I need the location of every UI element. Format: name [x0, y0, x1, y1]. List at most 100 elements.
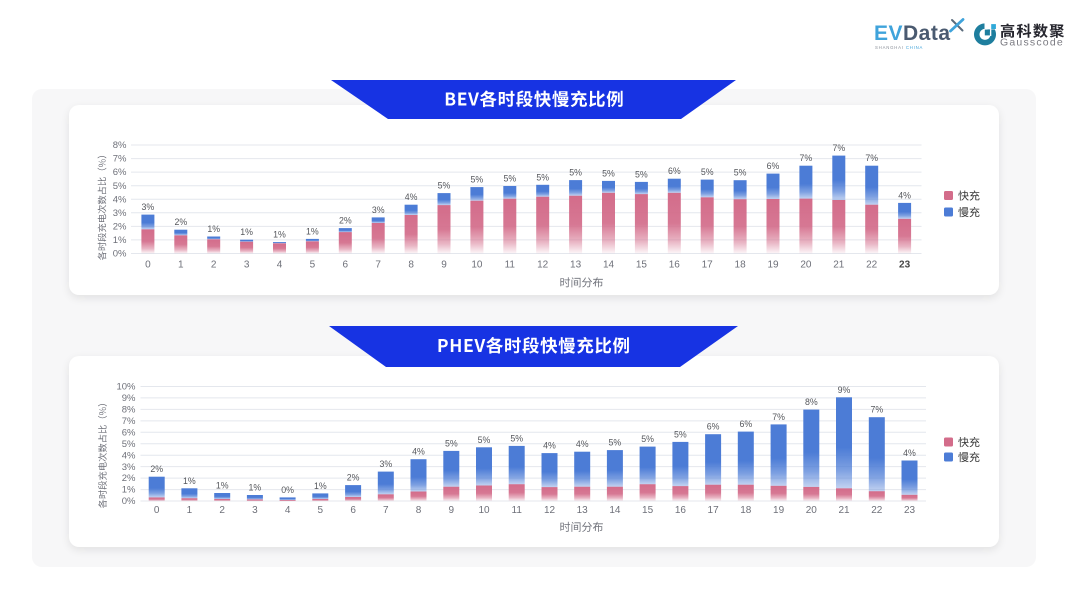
svg-text:2%: 2% [339, 216, 352, 226]
svg-text:12: 12 [537, 260, 549, 271]
svg-text:1%: 1% [273, 230, 286, 240]
svg-text:5%: 5% [569, 168, 582, 178]
svg-text:1%: 1% [113, 235, 127, 246]
svg-text:7: 7 [375, 260, 381, 271]
svg-text:1%: 1% [306, 226, 319, 236]
svg-text:11: 11 [512, 505, 523, 516]
svg-text:6%: 6% [767, 161, 780, 171]
svg-text:4%: 4% [412, 447, 425, 457]
svg-text:3%: 3% [113, 208, 127, 219]
svg-text:7%: 7% [865, 153, 878, 163]
svg-text:1%: 1% [314, 481, 327, 491]
svg-text:7: 7 [383, 505, 389, 516]
svg-text:5%: 5% [609, 438, 622, 448]
svg-text:8%: 8% [113, 140, 127, 151]
svg-text:1%: 1% [207, 224, 220, 234]
svg-text:6%: 6% [122, 427, 136, 438]
svg-text:19: 19 [773, 505, 785, 516]
svg-text:17: 17 [702, 260, 714, 271]
svg-text:1%: 1% [122, 485, 136, 496]
svg-text:8%: 8% [122, 405, 136, 416]
svg-text:13: 13 [577, 505, 589, 516]
svg-text:4%: 4% [122, 450, 136, 461]
svg-text:2: 2 [219, 505, 225, 516]
svg-text:14: 14 [609, 505, 621, 516]
svg-text:0: 0 [145, 260, 151, 271]
svg-text:1%: 1% [216, 481, 229, 491]
svg-text:5%: 5% [734, 168, 747, 178]
svg-text:9%: 9% [838, 385, 851, 395]
svg-text:5%: 5% [438, 181, 451, 191]
svg-text:3: 3 [252, 505, 258, 516]
svg-text:17: 17 [708, 505, 720, 516]
svg-text:20: 20 [800, 260, 812, 271]
svg-text:5%: 5% [113, 181, 127, 192]
svg-text:2%: 2% [122, 473, 136, 484]
svg-text:5: 5 [318, 505, 324, 516]
svg-text:1: 1 [178, 260, 184, 271]
svg-text:7%: 7% [870, 405, 883, 415]
svg-text:8: 8 [416, 505, 422, 516]
svg-text:2%: 2% [113, 222, 127, 233]
svg-text:2%: 2% [347, 473, 360, 483]
svg-text:3%: 3% [142, 202, 155, 212]
svg-text:15: 15 [642, 505, 654, 516]
svg-text:5%: 5% [635, 169, 648, 179]
svg-text:2%: 2% [150, 464, 163, 474]
svg-text:8: 8 [408, 260, 414, 271]
svg-text:2%: 2% [174, 217, 187, 227]
svg-text:10: 10 [471, 260, 483, 271]
svg-text:4%: 4% [903, 448, 916, 458]
svg-text:18: 18 [740, 505, 752, 516]
svg-text:23: 23 [899, 260, 911, 271]
svg-text:4%: 4% [543, 441, 556, 451]
svg-text:5%: 5% [478, 435, 491, 445]
svg-text:0: 0 [154, 505, 160, 516]
svg-text:7%: 7% [122, 416, 136, 427]
svg-text:22: 22 [866, 260, 878, 271]
svg-text:16: 16 [669, 260, 681, 271]
svg-text:5%: 5% [503, 174, 516, 184]
svg-text:7%: 7% [772, 412, 785, 422]
svg-text:4%: 4% [113, 194, 127, 205]
svg-text:9: 9 [441, 260, 447, 271]
svg-text:7%: 7% [800, 153, 813, 163]
svg-text:5%: 5% [674, 429, 687, 439]
svg-text:1%: 1% [183, 476, 196, 486]
svg-text:10: 10 [478, 505, 490, 516]
svg-text:5: 5 [310, 260, 316, 271]
svg-text:10%: 10% [116, 382, 136, 393]
svg-text:21: 21 [833, 260, 845, 271]
svg-text:3%: 3% [122, 462, 136, 473]
svg-text:0%: 0% [113, 249, 127, 260]
svg-text:23: 23 [904, 505, 916, 516]
svg-text:21: 21 [838, 505, 850, 516]
svg-text:6: 6 [343, 260, 349, 271]
svg-text:3%: 3% [372, 205, 385, 215]
svg-text:6%: 6% [707, 422, 720, 432]
svg-text:8%: 8% [805, 397, 818, 407]
svg-text:5%: 5% [701, 167, 714, 177]
svg-text:1%: 1% [249, 483, 262, 493]
svg-text:11: 11 [505, 260, 516, 271]
svg-text:19: 19 [767, 260, 779, 271]
svg-text:6%: 6% [668, 166, 681, 176]
svg-text:7%: 7% [832, 143, 845, 153]
svg-text:4%: 4% [576, 439, 589, 449]
svg-text:5%: 5% [641, 434, 654, 444]
svg-text:6%: 6% [113, 167, 127, 178]
svg-text:4%: 4% [405, 192, 418, 202]
svg-text:12: 12 [544, 505, 556, 516]
svg-text:EVData: EVData [874, 22, 951, 45]
svg-text:5%: 5% [510, 433, 523, 443]
svg-text:SHANGHAI CHINA: SHANGHAI CHINA [875, 45, 923, 50]
svg-text:22: 22 [871, 505, 883, 516]
svg-text:9: 9 [449, 505, 455, 516]
svg-text:9%: 9% [122, 393, 136, 404]
svg-text:15: 15 [636, 260, 648, 271]
svg-text:2: 2 [211, 260, 217, 271]
svg-text:13: 13 [570, 260, 582, 271]
svg-text:5%: 5% [536, 172, 549, 182]
svg-text:5%: 5% [445, 438, 458, 448]
svg-text:Gausscode: Gausscode [1000, 37, 1064, 49]
